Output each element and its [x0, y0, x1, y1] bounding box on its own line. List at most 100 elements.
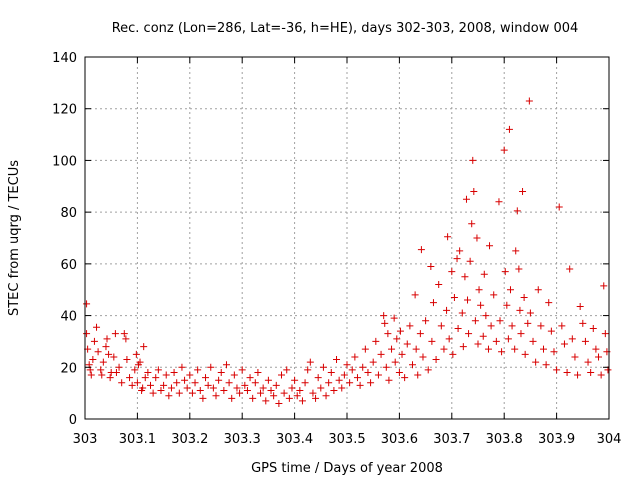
data-point	[435, 281, 443, 289]
data-point	[382, 363, 390, 371]
data-point	[396, 327, 404, 335]
data-point	[335, 376, 343, 384]
data-point	[501, 268, 509, 276]
data-point	[241, 381, 249, 389]
x-tick-label: 303.9	[538, 432, 575, 447]
data-point	[325, 379, 333, 387]
data-point	[450, 293, 458, 301]
data-point	[553, 366, 561, 374]
data-point	[519, 187, 527, 195]
data-point	[238, 366, 246, 374]
data-point	[427, 262, 435, 270]
data-point	[492, 337, 500, 345]
x-tick-label: 303.8	[486, 432, 523, 447]
data-point	[353, 374, 361, 382]
data-point	[496, 317, 504, 325]
data-point	[136, 358, 144, 366]
data-point	[217, 368, 225, 376]
data-point	[563, 368, 571, 376]
data-point	[558, 322, 566, 330]
data-point	[412, 345, 420, 353]
data-point	[595, 353, 603, 361]
y-tick-label: 20	[60, 361, 77, 376]
data-point	[456, 247, 464, 255]
x-tick-label: 303.3	[224, 432, 261, 447]
data-point	[380, 312, 388, 320]
data-point	[471, 317, 479, 325]
data-point	[574, 371, 582, 379]
data-point	[428, 337, 436, 345]
data-point	[106, 374, 114, 382]
data-point	[170, 368, 178, 376]
data-point	[479, 332, 487, 340]
data-point	[468, 220, 476, 228]
data-point	[504, 335, 512, 343]
data-point	[254, 368, 262, 376]
data-point	[132, 350, 140, 358]
data-point	[534, 286, 542, 294]
data-point	[306, 358, 314, 366]
data-point	[99, 358, 107, 366]
data-point	[458, 309, 466, 317]
data-point	[322, 392, 330, 400]
y-tick-label: 80	[60, 206, 77, 221]
x-tick-label: 303.1	[119, 432, 156, 447]
data-point	[154, 366, 162, 374]
data-point	[473, 234, 481, 242]
data-point	[461, 273, 469, 281]
data-point	[401, 374, 409, 382]
x-tick-label: 303.7	[433, 432, 470, 447]
data-point	[356, 381, 364, 389]
data-point	[465, 330, 473, 338]
x-tick-label: 303.6	[381, 432, 418, 447]
data-point	[317, 384, 325, 392]
data-point	[110, 353, 118, 361]
data-point	[243, 387, 251, 395]
data-point	[495, 198, 503, 206]
data-point	[175, 389, 183, 397]
data-point	[453, 255, 461, 263]
data-point	[503, 301, 511, 309]
data-point	[165, 392, 173, 400]
data-point	[141, 374, 149, 382]
data-point	[183, 384, 191, 392]
data-point	[139, 384, 147, 392]
data-point	[118, 379, 126, 387]
data-point	[385, 376, 393, 384]
data-point	[566, 265, 574, 273]
x-tick-label: 303.4	[276, 432, 313, 447]
data-point	[466, 257, 474, 265]
data-point	[517, 330, 525, 338]
data-point	[278, 371, 285, 379]
data-point	[186, 371, 194, 379]
data-point	[230, 371, 238, 379]
data-point	[384, 330, 392, 338]
data-point	[178, 363, 186, 371]
data-point	[592, 345, 600, 353]
data-point	[482, 312, 490, 320]
data-point	[288, 384, 296, 392]
data-point	[505, 125, 513, 133]
data-point	[474, 340, 482, 348]
data-point	[477, 301, 485, 309]
data-point	[568, 335, 576, 343]
data-point	[542, 361, 550, 369]
data-point	[309, 389, 317, 397]
data-point	[445, 335, 453, 343]
y-tick-label: 100	[52, 154, 77, 169]
data-point	[448, 268, 456, 276]
data-point	[555, 203, 563, 211]
data-point	[207, 363, 215, 371]
data-point	[228, 394, 236, 402]
data-point	[191, 379, 199, 387]
data-point	[587, 368, 595, 376]
data-point	[419, 353, 427, 361]
data-point	[406, 322, 414, 330]
data-point	[486, 242, 494, 250]
data-point	[314, 374, 322, 382]
data-point	[520, 293, 528, 301]
data-point	[464, 296, 472, 304]
data-point	[264, 376, 272, 384]
data-point	[454, 325, 462, 332]
